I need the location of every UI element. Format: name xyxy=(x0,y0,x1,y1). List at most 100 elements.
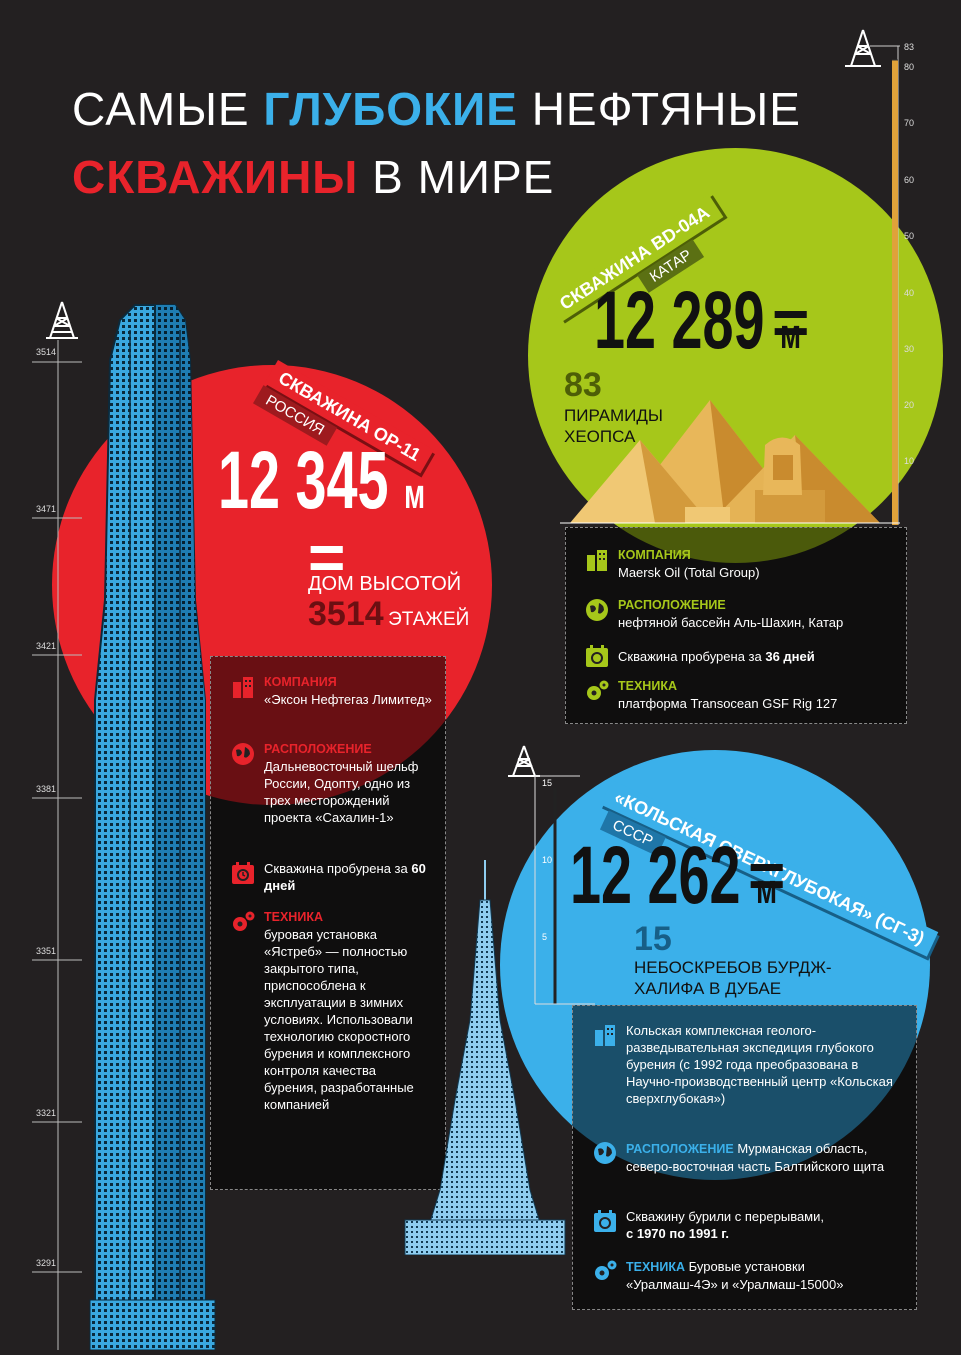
tower-scale-tick: 3421 xyxy=(36,641,57,651)
derrick-icon xyxy=(845,29,881,67)
bd04a-location-row: РАСПОЛОЖЕНИЕ нефтяной бассейн Аль-Шахин,… xyxy=(584,597,894,631)
tower-scale-tick: 3471 xyxy=(36,504,57,514)
bd04a-tech-label: ТЕХНИКА xyxy=(618,679,677,693)
pyramid-scale-tick: 70 xyxy=(904,118,915,128)
op11-location-row: РАСПОЛОЖЕНИЕ Дальневосточный шельф Росси… xyxy=(230,741,440,826)
bd04a-tech-row: ТЕХНИКА платформа Transocean GSF Rig 127 xyxy=(584,678,894,712)
tower-scale-tick: 3291 xyxy=(36,1258,57,1268)
kola-depth: 12 262 м xyxy=(570,835,875,917)
bd04a-company-row: КОМПАНИЯ Maersk Oil (Total Group) xyxy=(584,547,894,581)
tower-scale-tick: 3321 xyxy=(36,1108,57,1118)
pyramid-scale-tick: 80 xyxy=(904,62,915,72)
kola-tech-text: Буровые установки «Уралмаш-4Э» и «Уралма… xyxy=(626,1259,844,1292)
kola-drilled-bold: с 1970 по 1991 г. xyxy=(626,1226,730,1241)
pyramid-stack-scale xyxy=(870,45,900,525)
kola-location-row: РАСПОЛОЖЕНИЕ Мурманская область, северо-… xyxy=(592,1140,897,1175)
globe-icon xyxy=(586,599,608,621)
op11-info-box xyxy=(210,656,446,1190)
op11-compare-number: 3514 xyxy=(308,595,384,633)
pyramids-illustration xyxy=(560,400,900,524)
pyramid-scale-tick: 40 xyxy=(904,288,915,298)
bd04a-company-text: Maersk Oil (Total Group) xyxy=(618,565,760,580)
bd04a-location-text: нефтяной бассейн Аль-Шахин, Катар xyxy=(618,615,844,630)
op11-equals: = xyxy=(308,521,346,593)
burj-khalifa-illustration xyxy=(404,860,566,1255)
sphinx-icon xyxy=(755,437,825,523)
op11-drilled-bold: 60 дней xyxy=(264,861,426,893)
op11-company-text: «Эксон Нефтегаз Лимитед» xyxy=(264,692,432,707)
tower-scale-tick: 3514 xyxy=(36,347,57,357)
title-highlight-red: СКВАЖИНЫ xyxy=(72,151,359,203)
globe-icon xyxy=(232,743,254,765)
derrick-icon xyxy=(46,301,78,339)
page-title-line1: САМЫЕ ГЛУБОКИЕ НЕФТЯНЫЕ xyxy=(72,82,801,136)
op11-depth: 12 345 м xyxy=(218,440,523,522)
bd04a-depth-unit: м xyxy=(780,310,802,357)
pyramid-scale-tick: 50 xyxy=(904,231,915,241)
op11-depth-number: 12 345 xyxy=(218,435,389,526)
kola-location-label: РАСПОЛОЖЕНИЕ xyxy=(626,1142,734,1156)
burj-scale-tick: 15 xyxy=(542,778,553,788)
tower-scale-tick: 3351 xyxy=(36,946,57,956)
kola-compare-text: НЕБОСКРЕБОВ БУРДЖ-ХАЛИФА В ДУБАЕ xyxy=(634,958,832,998)
op11-tech-text: буровая установка «Ястреб» — полностью з… xyxy=(264,927,414,1112)
page-title-line2: СКВАЖИНЫ В МИРЕ xyxy=(72,150,554,204)
op11-company-label: КОМПАНИЯ xyxy=(264,675,337,689)
kola-info-box xyxy=(572,1005,917,1310)
op11-tech-label: ТЕХНИКА xyxy=(264,910,323,924)
op11-tech-row: ТЕХНИКА буровая установка «Ястреб» — пол… xyxy=(230,909,430,1113)
gears-icon xyxy=(587,680,609,700)
pyramid-scale-tick: 10 xyxy=(904,456,915,466)
op11-compare-text: ДОМ ВЫСОТОЙ xyxy=(308,573,462,595)
bd04a-location-label: РАСПОЛОЖЕНИЕ xyxy=(618,598,726,612)
gears-icon xyxy=(595,1260,617,1280)
title-highlight-blue: ГЛУБОКИЕ xyxy=(263,83,518,135)
bd04a-info-box xyxy=(565,527,907,724)
calendar-icon xyxy=(586,645,608,667)
kola-tech-row: ТЕХНИКА Буровые установки «Уралмаш-4Э» и… xyxy=(592,1258,897,1293)
bd04a-drilled-text: Скважина пробурена за xyxy=(618,648,762,664)
kola-depth-number: 12 262 xyxy=(570,830,741,921)
tower-scale-tick: 3381 xyxy=(36,784,57,794)
calendar-icon xyxy=(594,1210,616,1232)
pyramid-scale-tick: 83 xyxy=(904,42,915,52)
kola-drilled-row: Скважину бурили с перерывами, с 1970 по … xyxy=(592,1208,897,1242)
kola-equals: = xyxy=(748,839,786,911)
op11-company-row: КОМПАНИЯ «Эксон Нефтегаз Лимитед» xyxy=(230,674,440,708)
bd04a-compare-text: ПИРАМИДЫ ХЕОПСА xyxy=(564,406,663,446)
burj-stack-scale xyxy=(534,775,595,1005)
title-word: В МИРЕ xyxy=(372,151,555,203)
op11-compare-unit: ЭТАЖЕЙ xyxy=(388,609,470,630)
kola-company-text: Кольская комплексная геолого-разведывате… xyxy=(626,1023,893,1106)
pyramid-scale-tick: 20 xyxy=(904,400,915,410)
kola-drilled-text: Скважину бурили с перерывами, xyxy=(626,1209,824,1224)
bd04a-depth: 12 289 м xyxy=(594,280,899,362)
op11-compare: 3514 ЭТАЖЕЙ xyxy=(308,595,469,634)
kola-location-text: Мурманская область, северо-восточная час… xyxy=(626,1141,885,1174)
tower-scale: 3514 3471 3421 3381 3351 3321 3291 xyxy=(22,300,82,1350)
pyramid-scale-tick: 60 xyxy=(904,175,915,185)
bd04a-equals: = xyxy=(772,286,810,358)
company-building-icon xyxy=(587,550,607,571)
skyscraper-illustration xyxy=(89,304,216,1350)
pyramid-scale-tick: 30 xyxy=(904,344,915,354)
op11-depth-unit: м xyxy=(404,470,426,517)
bd04a-drilled-bold: 36 дней xyxy=(765,648,815,664)
bd04a-depth-number: 12 289 xyxy=(594,275,765,366)
kola-tech-label: ТЕХНИКА xyxy=(626,1260,685,1274)
bd04a-drilled-row: Скважина пробурена за 36 дней xyxy=(584,643,894,669)
globe-icon xyxy=(594,1142,616,1164)
op11-location-label: РАСПОЛОЖЕНИЕ xyxy=(264,742,372,756)
title-word: НЕФТЯНЫЕ xyxy=(531,83,801,135)
bd04a-tech-text: платформа Transocean GSF Rig 127 xyxy=(618,696,838,711)
calendar-icon xyxy=(232,862,254,884)
bd04a-company-label: КОМПАНИЯ xyxy=(618,548,691,562)
kola-compare-number: 15 xyxy=(634,920,672,958)
tower-scale-lines xyxy=(32,340,82,1350)
gears-icon xyxy=(233,911,255,931)
company-building-icon xyxy=(233,677,253,698)
title-word: САМЫЕ xyxy=(72,83,250,135)
kola-company-row: Кольская комплексная геолого-разведывате… xyxy=(592,1022,897,1107)
kola-depth-unit: м xyxy=(756,865,778,912)
bd04a-compare-number: 83 xyxy=(564,366,602,404)
